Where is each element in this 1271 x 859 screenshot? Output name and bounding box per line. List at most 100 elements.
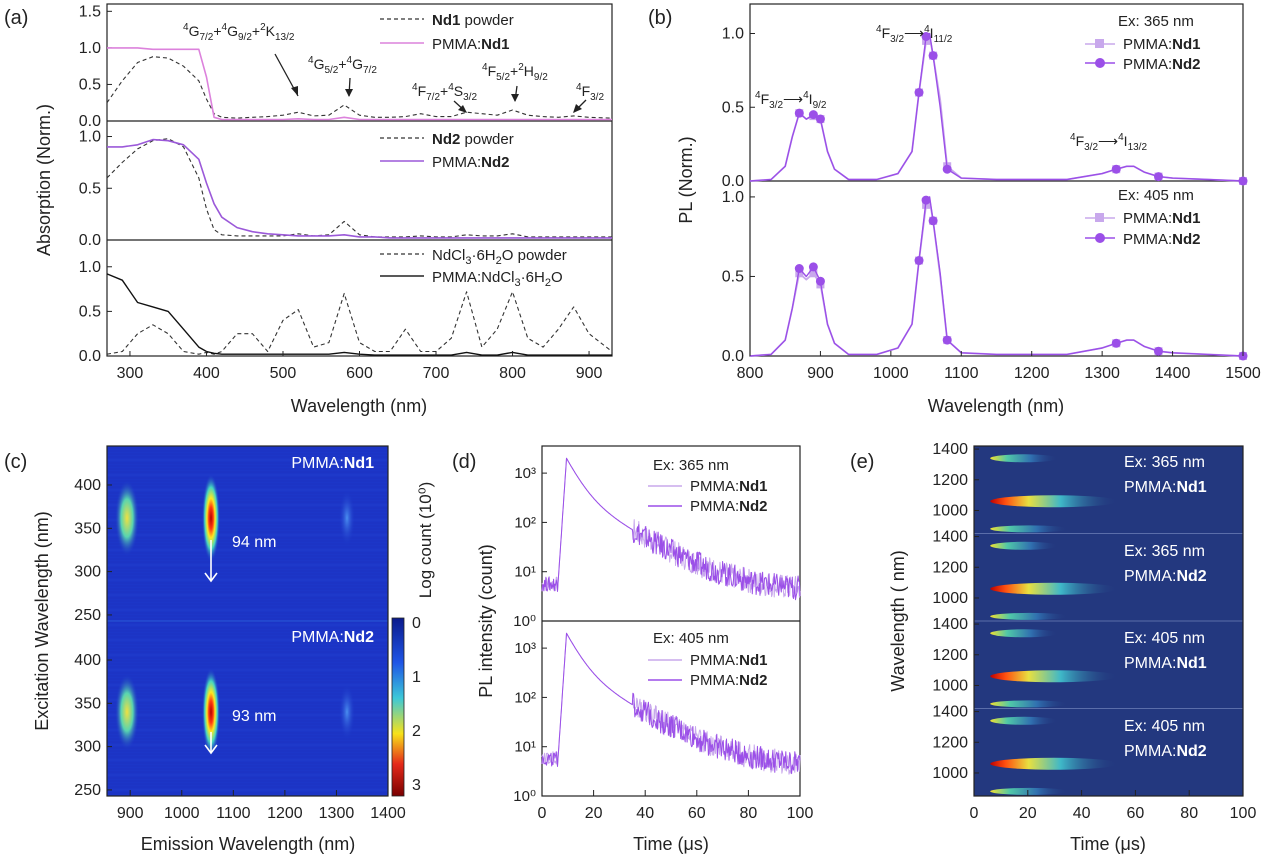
panel-e-streak: 1000120014001000120014001000120014001000… — [888, 441, 1256, 854]
b-marker-circle — [794, 264, 804, 273]
panel-a-legend-2: Nd2 powder PMMA:Nd2 — [380, 131, 514, 171]
c-arrow-2 — [204, 732, 218, 755]
colorbar — [391, 617, 405, 797]
d-decay-line — [541, 632, 801, 775]
b-marker-circle — [1238, 176, 1248, 186]
colorbar-tick-label: 3 — [412, 777, 421, 794]
e-ytick-label: 1400 — [932, 704, 968, 721]
c-nd1-spot-1060 — [202, 474, 220, 562]
e-ex-1: Ex: 365 nm — [1124, 454, 1205, 471]
b-marker-circle — [914, 88, 924, 97]
a-ytick-label: 0.5 — [79, 76, 101, 93]
annot-4f72: 4F7/2+4S3/2 — [412, 82, 477, 103]
b-marker-circle — [815, 276, 825, 286]
panel-d-decay: 10⁰ 10¹ 10² 10³ 10⁰ 10¹ 10² 10³ 0 20 40 60 80 100 Tim… — [476, 445, 813, 854]
e-streak — [990, 670, 1119, 683]
e-streak — [990, 454, 1059, 463]
legend-d-ex405: Ex: 405 nm — [653, 630, 729, 647]
e-ytick-label: 1400 — [932, 441, 968, 458]
b-marker-circle — [794, 108, 804, 118]
annot-4f32: 4F3/2 — [576, 82, 604, 103]
panel-a-annotations: 4G7/2+4G9/2+2K13/2 4G5/2+4G7/2 4F7/2+4S3… — [183, 22, 604, 113]
c-ytick-label: 300 — [74, 739, 101, 756]
c-nd1-spot-1340 — [339, 490, 355, 546]
legend-b-nd2: PMMA:Nd2 — [1123, 56, 1201, 73]
a-ytick-label: 0.0 — [79, 113, 101, 130]
panel-d-legend-1: Ex: 365 nm PMMA:Nd1 PMMA:Nd2 — [648, 457, 768, 515]
b-ytick-label: 0.5 — [722, 99, 744, 116]
legend-nd2-powder: Nd2 powder — [432, 131, 514, 148]
legend-b-nd1: PMMA:Nd1 — [1123, 36, 1201, 53]
b-marker-circle — [928, 216, 938, 226]
c-xtick-label: 1100 — [216, 805, 251, 822]
colorbar-tick-label: 1 — [412, 669, 421, 686]
annot-b-i92: 4F3/2⟶4I9/2 — [755, 90, 827, 111]
legend-d2-nd1: PMMA:Nd1 — [690, 652, 768, 669]
b-ytick-label: 0.5 — [722, 268, 744, 285]
a-series-line — [106, 138, 612, 238]
d-xtick-label: 0 — [538, 805, 547, 822]
panel-a-ylabel: Absorption (Norm.) — [34, 104, 54, 256]
panel-a-legend-1: Nd1 powder PMMA:Nd1 — [380, 12, 514, 53]
e-streak — [990, 629, 1059, 638]
a-ytick-label: 0.0 — [79, 348, 101, 365]
a-ytick-label: 1.0 — [79, 129, 101, 146]
e-streak — [990, 495, 1119, 508]
panel-label-c: (c) — [4, 451, 27, 473]
e-streak — [990, 612, 1069, 620]
b-marker-circle — [808, 262, 818, 272]
panel-b-ylabel: PL (Norm.) — [676, 136, 696, 223]
d-xtick-label: 40 — [636, 805, 654, 822]
a-ytick-label: 0.0 — [79, 232, 101, 249]
e-lab-1: PMMA:Nd1 — [1124, 479, 1207, 496]
panel-c-excitation-map: PMMA:Nd1 PMMA:Nd2 94 nm 93 nm 900 1000 110… — [32, 445, 435, 854]
e-streak — [990, 716, 1059, 725]
b-marker-circle — [942, 164, 952, 174]
b-marker-circle — [1153, 346, 1163, 356]
b-marker-circle — [921, 195, 931, 205]
c-ytick-label: 350 — [74, 520, 101, 537]
b-ytick-label: 0.0 — [722, 173, 744, 190]
e-xtick-label: 60 — [1127, 805, 1145, 822]
d-ytick-label: 10³ — [514, 640, 536, 657]
a-xtick-label: 700 — [423, 365, 450, 382]
legend-nd1-powder: Nd1 powder — [432, 12, 514, 29]
legend-ndcl3-powder: NdCl3·6H2O powder — [432, 247, 567, 267]
c-arrow-1 — [204, 540, 218, 583]
e-ex-2: Ex: 365 nm — [1124, 543, 1205, 560]
c-ytick-label: 250 — [74, 607, 101, 624]
legend-b2-nd1: PMMA:Nd1 — [1123, 210, 1201, 227]
e-streak — [990, 582, 1119, 595]
c-xtick-label: 1200 — [267, 805, 303, 822]
e-xtick-label: 40 — [1073, 805, 1091, 822]
a-ytick-label: 1.5 — [79, 3, 101, 20]
panel-b-xlabel: Wavelength (nm) — [928, 396, 1064, 416]
annot-4f52: 4F5/2+2H9/2 — [482, 62, 548, 83]
e-streak — [990, 541, 1059, 550]
c-label-nd2: PMMA:Nd2 — [291, 629, 374, 646]
d-ytick-label: 10¹ — [514, 564, 536, 581]
colorbar-label: Log count (10⁰) — [416, 482, 435, 598]
b-marker-square — [809, 269, 818, 278]
c-ytick-label: 350 — [74, 695, 101, 712]
e-lab-3: PMMA:Nd1 — [1124, 655, 1207, 672]
annot-b-i132: 4F3/2⟶4I13/2 — [1070, 132, 1147, 153]
annot-4g52: 4G5/2+4G7/2 — [308, 55, 377, 76]
a-xtick-label: 800 — [499, 365, 526, 382]
panel-b-legend-1: Ex: 365 nm PMMA:Nd1 PMMA:Nd2 — [1085, 13, 1201, 73]
c-nd2-spot-1340 — [339, 684, 355, 740]
panel-label-a: (a) — [4, 7, 28, 29]
b-xtick-label: 900 — [807, 365, 834, 382]
b-marker-circle — [1111, 164, 1121, 174]
panel-a-legend-3: NdCl3·6H2O powder PMMA:NdCl3·6H2O — [380, 247, 567, 289]
legend-b2-nd2: PMMA:Nd2 — [1123, 231, 1201, 248]
b-marker-circle — [928, 51, 938, 61]
a-series-line — [107, 47, 612, 121]
b-xtick-label: 1500 — [1225, 365, 1261, 382]
panel-d-legend-2: Ex: 405 nm PMMA:Nd1 PMMA:Nd2 — [648, 630, 768, 689]
a-series-line — [106, 56, 613, 119]
e-ytick-label: 1200 — [932, 472, 968, 489]
